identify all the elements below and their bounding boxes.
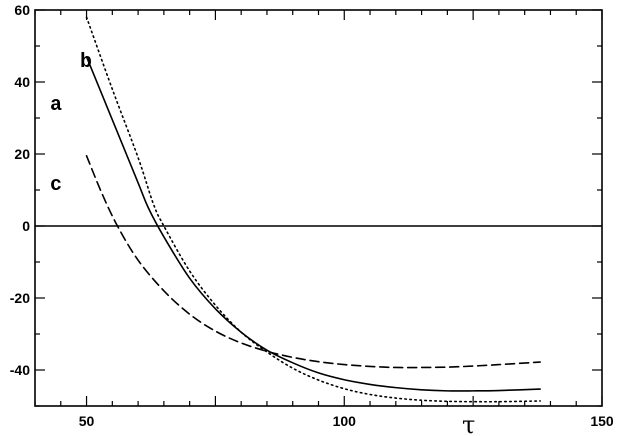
ticks (34, 9, 603, 407)
curve-label-a: a (50, 94, 62, 117)
x-tick-label: 50 (79, 413, 95, 429)
curve-label-b: b (80, 51, 92, 74)
tick-labels: 50 100 150 60 40 20 0 -20 -40 (10, 2, 614, 429)
y-tick-label: 40 (14, 74, 30, 90)
series-line-b (85, 16, 541, 403)
y-tick-label: -40 (10, 362, 30, 378)
y-tick-label: -20 (10, 290, 30, 306)
series-line-c (85, 155, 541, 369)
x-tick-label: 150 (590, 413, 614, 429)
x-tick-label: 100 (333, 413, 357, 429)
y-tick-label: 0 (22, 218, 30, 234)
series-group (85, 16, 541, 403)
curve-label-c: c (50, 174, 62, 197)
series-line-a (85, 56, 541, 392)
x-axis-label: τ (462, 411, 475, 436)
y-tick-label: 60 (14, 2, 30, 18)
y-tick-label: 20 (14, 146, 30, 162)
plot-frame (34, 9, 603, 407)
